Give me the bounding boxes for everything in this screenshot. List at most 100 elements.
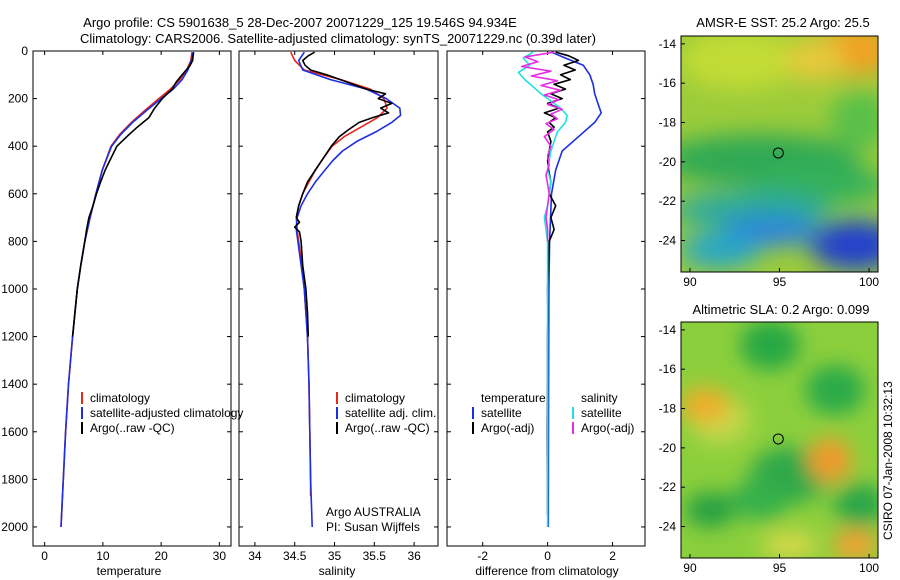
y-tick-label: 800	[8, 234, 28, 248]
map-y-tick-label: -24	[659, 520, 677, 534]
map-x-tick-label: 100	[859, 561, 879, 575]
map-y-tick-label: -14	[659, 323, 677, 337]
sla-map-panel: Altimetric SLA: 0.2 Argo: 0.099 90 95 100 -…	[659, 302, 880, 575]
sla-blob	[740, 322, 800, 370]
sst-map-title: AMSR-E SST: 25.2 Argo: 25.5	[696, 15, 869, 30]
sst-map-panel: AMSR-E SST: 25.2 Argo: 25.5 90 95	[659, 15, 880, 289]
sst-map-ticks: 90 95 100 -14 -16 -18 -20 -22 -24	[659, 37, 880, 289]
temperature-xlabel: temperature	[97, 564, 162, 578]
sla-blob	[834, 483, 878, 527]
difference-ticks: -2 0 2	[447, 50, 645, 563]
y-tick-label: 1800	[1, 472, 28, 486]
temperature-ticks: 0 10 20 30 0 200 400 600 800 1000 1200 1400 1600 1800…	[1, 44, 231, 563]
csiro-timestamp-label: CSIRO 07-Jan-2008 10:32:13	[881, 381, 895, 540]
legend-label-argo: Argo(..raw -QC)	[90, 421, 175, 435]
map-y-tick-label: -24	[659, 234, 677, 248]
series-line	[71, 52, 195, 337]
difference-legend: temperature satellite Argo(-adj) salinit…	[472, 391, 634, 435]
sla-blob	[833, 529, 877, 558]
y-tick-label: 1400	[1, 377, 28, 391]
legend-label-temp-satellite: satellite	[481, 406, 522, 420]
y-tick-label: 200	[8, 92, 28, 106]
map-y-tick-label: -14	[659, 37, 677, 51]
series-line	[520, 51, 564, 242]
legend-label-climatology: climatology	[90, 391, 150, 405]
sla-blob	[681, 387, 730, 423]
x-tick-label: 34.5	[283, 549, 307, 563]
legend-label-temp-argo: Argo(-adj)	[481, 421, 534, 435]
sst-blob	[681, 232, 760, 268]
map-x-tick-label: 100	[859, 275, 879, 289]
legend-label-argo: Argo(..raw -QC)	[345, 421, 430, 435]
figure-title-line1: Argo profile: CS 5901638_5 28-Dec-2007 2…	[83, 15, 517, 30]
sst-blob	[681, 36, 800, 90]
map-y-tick-label: -18	[659, 402, 677, 416]
series-line	[60, 52, 194, 528]
difference-panel: -2 0 2 difference from climatology tempera…	[446, 50, 646, 578]
difference-xlabel: difference from climatology	[475, 564, 618, 578]
map-x-tick-label: 95	[773, 561, 787, 575]
legend-label-satellite-adj: satellite adj. clim.	[345, 406, 436, 420]
sla-float-marker	[772, 433, 784, 445]
difference-axes-box	[446, 50, 646, 547]
x-tick-label: 36	[407, 549, 421, 563]
x-tick-label: 0	[544, 549, 551, 563]
legend-label-satellite-adjusted: satellite-adjusted climatology	[90, 406, 243, 420]
temperature-lines	[60, 52, 195, 528]
map-y-tick-label: -22	[659, 480, 677, 494]
salinity-xlabel: salinity	[319, 564, 356, 578]
sla-blobs	[681, 322, 878, 558]
x-tick-label: 30	[213, 549, 227, 563]
y-tick-label: 1200	[1, 330, 28, 344]
pi-annotation: PI: Susan Wijffels	[326, 520, 420, 534]
legend-label-climatology: climatology	[345, 391, 405, 405]
y-tick-label: 600	[8, 187, 28, 201]
y-tick-label: 0	[21, 44, 28, 58]
x-tick-label: 20	[154, 549, 168, 563]
x-tick-label: 0	[41, 549, 48, 563]
y-tick-label: 1000	[1, 282, 28, 296]
sla-blob	[805, 365, 865, 415]
difference-lines	[517, 51, 603, 528]
sla-map-ticks: 90 95 100 -14 -16 -18 -20 -22 -24	[659, 323, 880, 575]
sla-blob	[762, 531, 818, 558]
map-y-tick-label: -20	[659, 441, 677, 455]
sst-float-marker	[772, 147, 784, 159]
sst-map-field	[681, 36, 878, 272]
sst-blob	[681, 192, 830, 228]
legend-header-salinity: salinity	[581, 391, 618, 405]
map-x-tick-label: 90	[683, 275, 697, 289]
y-tick-label: 400	[8, 139, 28, 153]
salinity-legend: climatology satellite adj. clim. Argo(..…	[336, 391, 436, 435]
sst-blob	[785, 38, 845, 82]
salinity-panel: 34 34.5 35 35.5 36 salinity climatology sate…	[238, 50, 439, 578]
map-x-tick-label: 90	[683, 561, 697, 575]
map-y-tick-label: -22	[659, 194, 677, 208]
sla-blob	[685, 492, 735, 528]
sla-blob	[730, 480, 790, 520]
map-y-tick-label: -16	[659, 76, 677, 90]
map-y-tick-label: -16	[659, 362, 677, 376]
sla-map-field	[681, 322, 878, 558]
x-tick-label: 35	[328, 549, 342, 563]
sst-blobs	[681, 36, 878, 270]
legend-label-sal-argo: Argo(-adj)	[581, 421, 634, 435]
y-tick-label: 1600	[1, 425, 28, 439]
map-y-tick-label: -18	[659, 116, 677, 130]
legend-label-sal-satellite: satellite	[581, 406, 622, 420]
temperature-axes-box	[32, 50, 232, 547]
y-tick-label: 2000	[1, 520, 28, 534]
map-y-tick-label: -20	[659, 155, 677, 169]
sla-map-title: Altimetric SLA: 0.2 Argo: 0.099	[692, 302, 869, 317]
x-tick-label: -2	[477, 549, 488, 563]
x-tick-label: 35.5	[363, 549, 387, 563]
sst-blob	[810, 220, 878, 270]
x-tick-label: 34	[248, 549, 262, 563]
series-line	[293, 51, 393, 337]
temperature-legend: climatology satellite-adjusted climatolo…	[81, 391, 243, 435]
x-tick-label: 2	[609, 549, 616, 563]
argo-agency-annotation: Argo AUSTRALIA	[326, 505, 421, 519]
sst-blob	[830, 90, 878, 150]
salinity-ticks: 34 34.5 35 35.5 36	[239, 50, 438, 563]
